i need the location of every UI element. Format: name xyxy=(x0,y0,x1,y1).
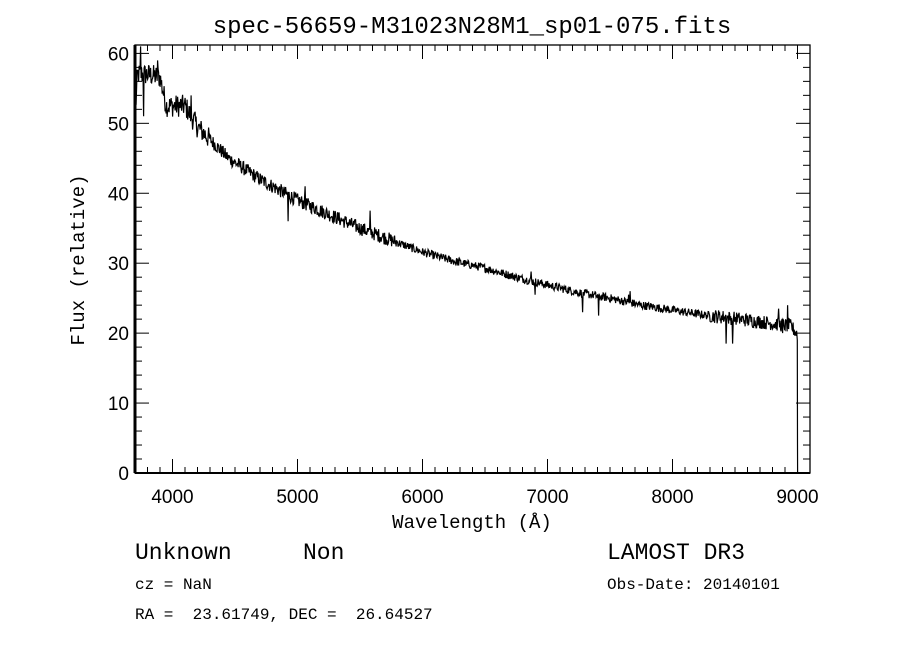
obs-date: Obs-Date: 20140101 xyxy=(607,576,780,594)
tick-labels: 4000 5000 6000 7000 8000 9000 0 10 20 30 40 50 60 xyxy=(108,44,819,508)
plot-frame xyxy=(134,44,811,474)
chart-title: spec-56659-M31023N28M1_sp01-075.fits xyxy=(213,14,731,41)
redshift-text: cz = NaN xyxy=(135,576,212,594)
x-axis-label: Wavelength (Å) xyxy=(392,512,552,534)
x-tick-label: 6000 xyxy=(401,487,443,508)
x-tick-label: 7000 xyxy=(526,487,568,508)
y-tick-label: 30 xyxy=(108,254,129,275)
survey-name: LAMOST DR3 xyxy=(607,540,745,566)
y-tick-label: 50 xyxy=(108,114,129,135)
object-subclass: Non xyxy=(303,540,344,566)
x-tick-label: 5000 xyxy=(276,487,318,508)
y-tick-label: 40 xyxy=(108,184,129,205)
axis-ticks xyxy=(134,45,811,474)
y-axis-label: Flux (relative) xyxy=(68,174,90,345)
y-tick-label: 10 xyxy=(108,394,129,415)
coordinates: RA = 23.61749, DEC = 26.64527 xyxy=(135,606,433,624)
x-tick-label: 4000 xyxy=(151,487,193,508)
x-tick-label: 9000 xyxy=(776,487,818,508)
y-tick-label: 60 xyxy=(108,44,129,65)
y-tick-label: 0 xyxy=(118,464,129,485)
y-tick-label: 20 xyxy=(108,324,129,345)
object-class: Unknown xyxy=(135,540,232,566)
spectrum-line xyxy=(134,46,799,474)
x-tick-label: 8000 xyxy=(651,487,693,508)
